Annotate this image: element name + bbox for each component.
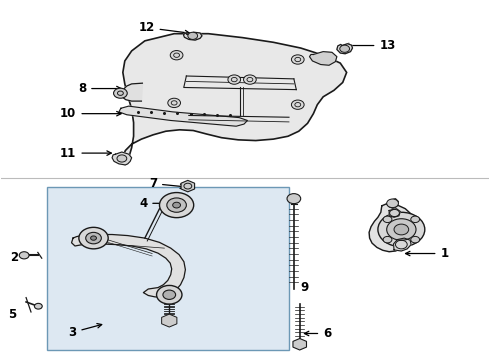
Circle shape — [34, 303, 42, 309]
Polygon shape — [393, 238, 411, 251]
Circle shape — [170, 50, 183, 60]
Circle shape — [188, 32, 197, 40]
Circle shape — [340, 45, 349, 52]
Text: 12: 12 — [138, 21, 190, 35]
Text: 10: 10 — [60, 107, 121, 120]
Circle shape — [394, 224, 409, 235]
Circle shape — [387, 199, 398, 208]
Circle shape — [117, 155, 127, 162]
Circle shape — [163, 290, 175, 300]
Circle shape — [172, 202, 180, 208]
Polygon shape — [369, 203, 416, 252]
Circle shape — [114, 88, 127, 98]
Polygon shape — [72, 234, 185, 297]
Polygon shape — [337, 44, 352, 54]
Circle shape — [244, 75, 256, 84]
Circle shape — [292, 55, 304, 64]
Text: 7: 7 — [149, 177, 185, 190]
Text: 11: 11 — [60, 147, 111, 159]
Text: 6: 6 — [304, 327, 331, 340]
Circle shape — [387, 219, 416, 240]
Circle shape — [157, 285, 182, 304]
Text: 2: 2 — [10, 251, 19, 264]
Polygon shape — [112, 152, 132, 165]
Circle shape — [287, 194, 301, 204]
Polygon shape — [387, 199, 398, 209]
FancyBboxPatch shape — [47, 187, 289, 350]
Polygon shape — [293, 338, 306, 350]
Text: 13: 13 — [344, 39, 395, 52]
Polygon shape — [121, 83, 143, 101]
Circle shape — [292, 100, 304, 109]
Text: 3: 3 — [68, 324, 102, 339]
Circle shape — [167, 198, 186, 212]
Circle shape — [411, 216, 419, 222]
Circle shape — [383, 216, 392, 222]
Text: 8: 8 — [78, 82, 121, 95]
Polygon shape — [119, 106, 247, 126]
Circle shape — [383, 237, 392, 243]
Circle shape — [168, 98, 180, 108]
Circle shape — [228, 75, 241, 84]
Circle shape — [19, 252, 29, 259]
Text: 1: 1 — [406, 247, 448, 260]
Circle shape — [91, 236, 97, 240]
Polygon shape — [162, 314, 177, 327]
Polygon shape — [123, 34, 346, 165]
Polygon shape — [183, 32, 202, 40]
Polygon shape — [310, 51, 337, 65]
Text: 5: 5 — [8, 308, 16, 321]
Text: 9: 9 — [300, 281, 309, 294]
Circle shape — [159, 193, 194, 218]
Circle shape — [86, 232, 101, 244]
Polygon shape — [389, 209, 400, 217]
Polygon shape — [181, 180, 195, 192]
Circle shape — [411, 237, 419, 243]
Circle shape — [79, 227, 108, 249]
Circle shape — [378, 212, 425, 247]
Text: 4: 4 — [139, 197, 175, 210]
